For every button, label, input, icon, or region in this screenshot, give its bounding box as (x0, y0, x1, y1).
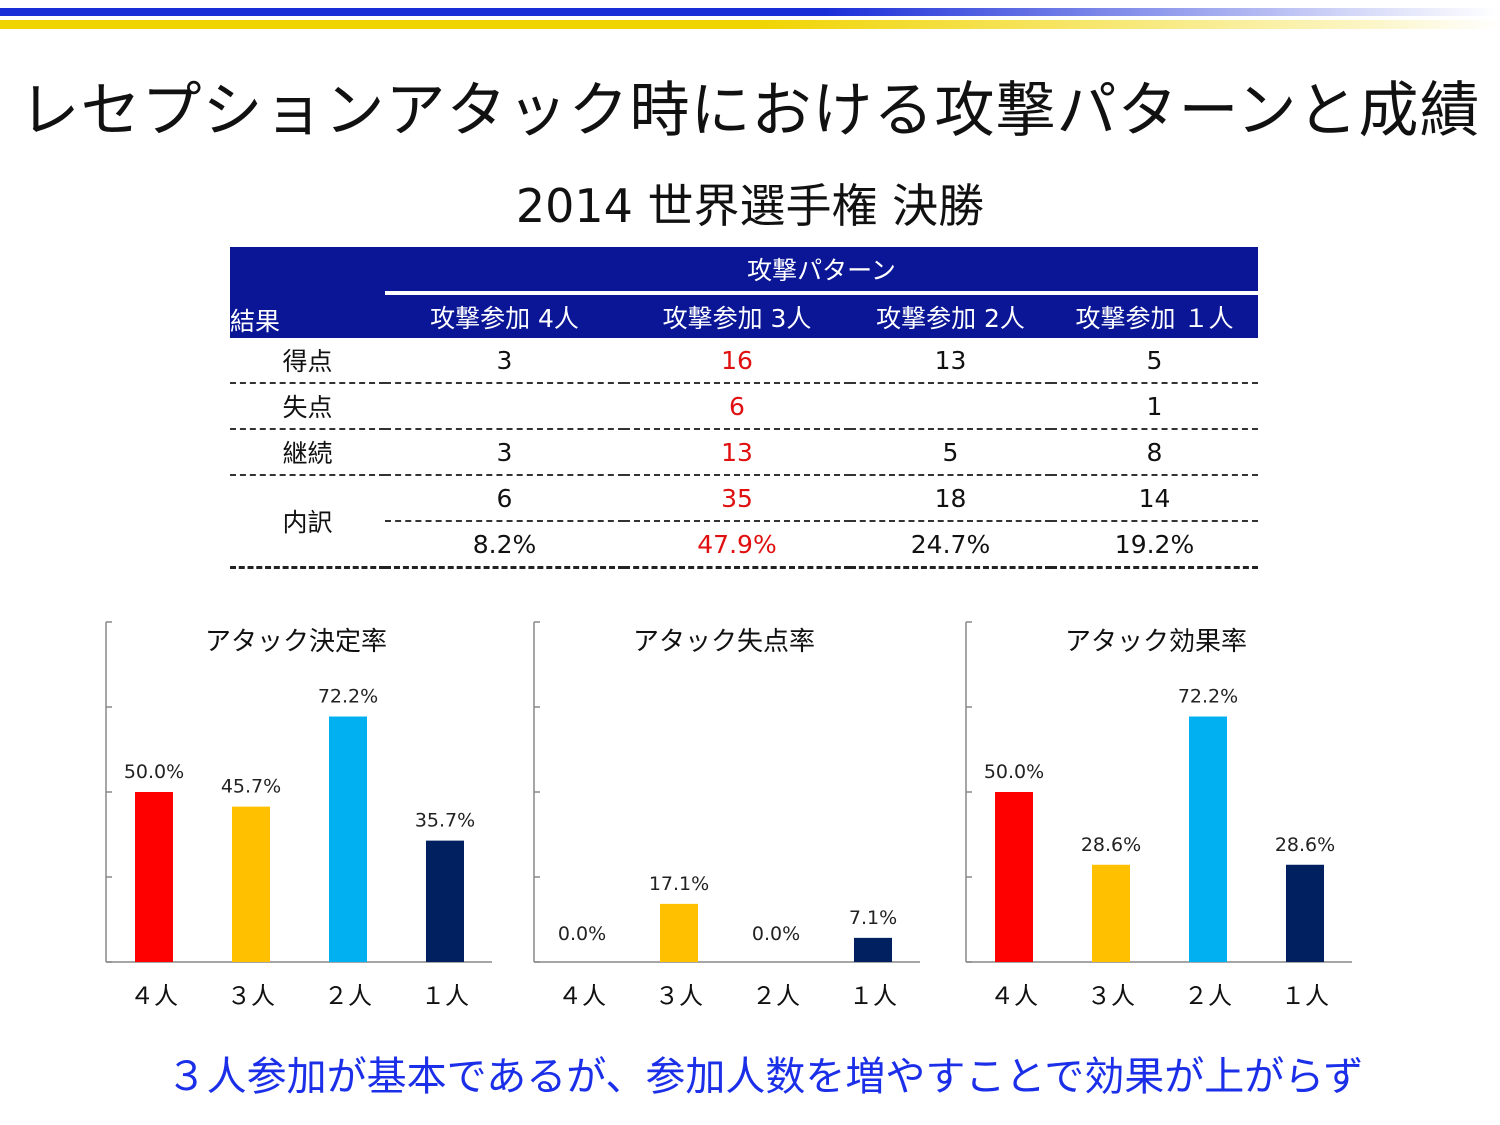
data-label: 0.0% (752, 923, 800, 945)
row-header: 結果 (230, 247, 385, 338)
data-label: 50.0% (124, 761, 184, 783)
header-stripe-blue (0, 8, 1500, 16)
x-tick-label: ３人 (655, 982, 703, 1010)
conclusion-text: ３人参加が基本であるが、参加人数を増やすことで効果が上がらず (166, 1054, 1364, 1100)
table-cell: 3 (385, 338, 624, 384)
table-cell: 19.2% (1051, 521, 1259, 569)
table-cell: 14 (1051, 475, 1259, 522)
column-header: 攻撃参加 １人 (1051, 293, 1259, 338)
chart-title: アタック効果率 (1065, 627, 1247, 657)
table-cell (850, 383, 1051, 430)
chart-svg: アタック失点率 0.0% ４人 17.1% ３人 0.0% ２人 7.1% １人 (533, 621, 920, 1010)
table-cell: 13 (624, 429, 850, 476)
x-tick-label: ４人 (990, 982, 1038, 1010)
column-header: 攻撃参加 3人 (624, 293, 850, 338)
table-cell: 16 (624, 338, 850, 384)
bar (660, 903, 698, 962)
table-cell: 47.9% (624, 521, 850, 569)
table-cell (385, 383, 624, 430)
row-label: 内訳 (230, 475, 385, 569)
table-cell: 5 (850, 429, 1051, 476)
table-cell: 8 (1051, 429, 1259, 476)
table-row: 8.2% 47.9% 24.7% 19.2% (230, 521, 1259, 569)
bar (232, 806, 270, 962)
table-cell: 6 (624, 383, 850, 430)
data-label: 28.6% (1081, 834, 1141, 856)
x-tick-label: １人 (849, 982, 897, 1010)
table-cell: 24.7% (850, 521, 1051, 569)
data-label: 72.2% (1178, 686, 1238, 708)
row-label: 失点 (230, 383, 385, 430)
data-label: 7.1% (849, 907, 897, 929)
group-header: 攻撃パターン (385, 247, 1259, 295)
data-label: 28.6% (1275, 834, 1335, 856)
chart-attack-error-rate: アタック失点率 0.0% ４人 17.1% ３人 0.0% ２人 7.1% １人 (524, 620, 944, 1030)
table-cell: 5 (1051, 338, 1259, 384)
table-row: 得点 3 16 13 5 (230, 338, 1259, 384)
bar (426, 840, 464, 962)
page-title: レセプションアタック時における攻撃パターンと成績 (19, 76, 1481, 146)
page-subtitle: 2014 世界選手権 決勝 (515, 179, 985, 233)
bar (1286, 864, 1324, 962)
data-label: 35.7% (415, 810, 475, 832)
row-label: 継続 (230, 429, 385, 476)
bar (1092, 864, 1130, 962)
table-cell: 18 (850, 475, 1051, 522)
table-row: 継続 3 13 5 8 (230, 429, 1259, 476)
x-tick-label: ３人 (1087, 982, 1135, 1010)
chart-svg: アタック効果率 50.0% ４人 28.6% ３人 72.2% ２人 28.6% １人 (965, 621, 1352, 1010)
chart-attack-efficiency: アタック効果率 50.0% ４人 28.6% ３人 72.2% ２人 28.6% １人 (956, 620, 1376, 1030)
table-cell: 35 (624, 475, 850, 522)
bar (1189, 716, 1227, 962)
table-cell: 3 (385, 429, 624, 476)
x-tick-label: ２人 (324, 982, 372, 1010)
table-row: 失点 6 1 (230, 383, 1259, 430)
column-header: 攻撃参加 2人 (850, 293, 1051, 338)
chart-title: アタック失点率 (633, 627, 815, 657)
bar (854, 937, 892, 962)
data-label: 72.2% (318, 686, 378, 708)
chart-attack-kill-rate: アタック決定率 50.0% ４人 45.7% ３人 72.2% ２人 35.7% １人 (96, 620, 516, 1030)
table-row: 内訳 6 35 18 14 (230, 475, 1259, 569)
data-label: 45.7% (221, 776, 281, 798)
chart-svg: アタック決定率 50.0% ４人 45.7% ３人 72.2% ２人 35.7% １人 (105, 621, 492, 1010)
x-tick-label: ２人 (752, 982, 800, 1010)
results-table: 結果 攻撃パターン 攻撃参加 4人 攻撃参加 3人 攻撃参加 2人 攻撃参加 １… (230, 247, 1259, 569)
bar (995, 792, 1033, 962)
bar (329, 716, 367, 962)
x-tick-label: ４人 (558, 982, 606, 1010)
row-label: 得点 (230, 338, 385, 384)
table-cell: 8.2% (385, 521, 624, 569)
x-tick-label: １人 (1281, 982, 1329, 1010)
table-cell: 6 (385, 475, 624, 522)
data-label: 50.0% (984, 761, 1044, 783)
data-label: 17.1% (649, 873, 709, 895)
table-cell: 1 (1051, 383, 1259, 430)
data-label: 0.0% (558, 923, 606, 945)
x-tick-label: ３人 (227, 982, 275, 1010)
x-tick-label: ２人 (1184, 982, 1232, 1010)
chart-title: アタック決定率 (205, 627, 387, 657)
x-tick-label: １人 (421, 982, 469, 1010)
table-cell: 13 (850, 338, 1051, 384)
x-tick-label: ４人 (130, 982, 178, 1010)
header-stripe-yellow (0, 20, 1500, 29)
bar (135, 792, 173, 962)
column-header: 攻撃参加 4人 (385, 293, 624, 338)
